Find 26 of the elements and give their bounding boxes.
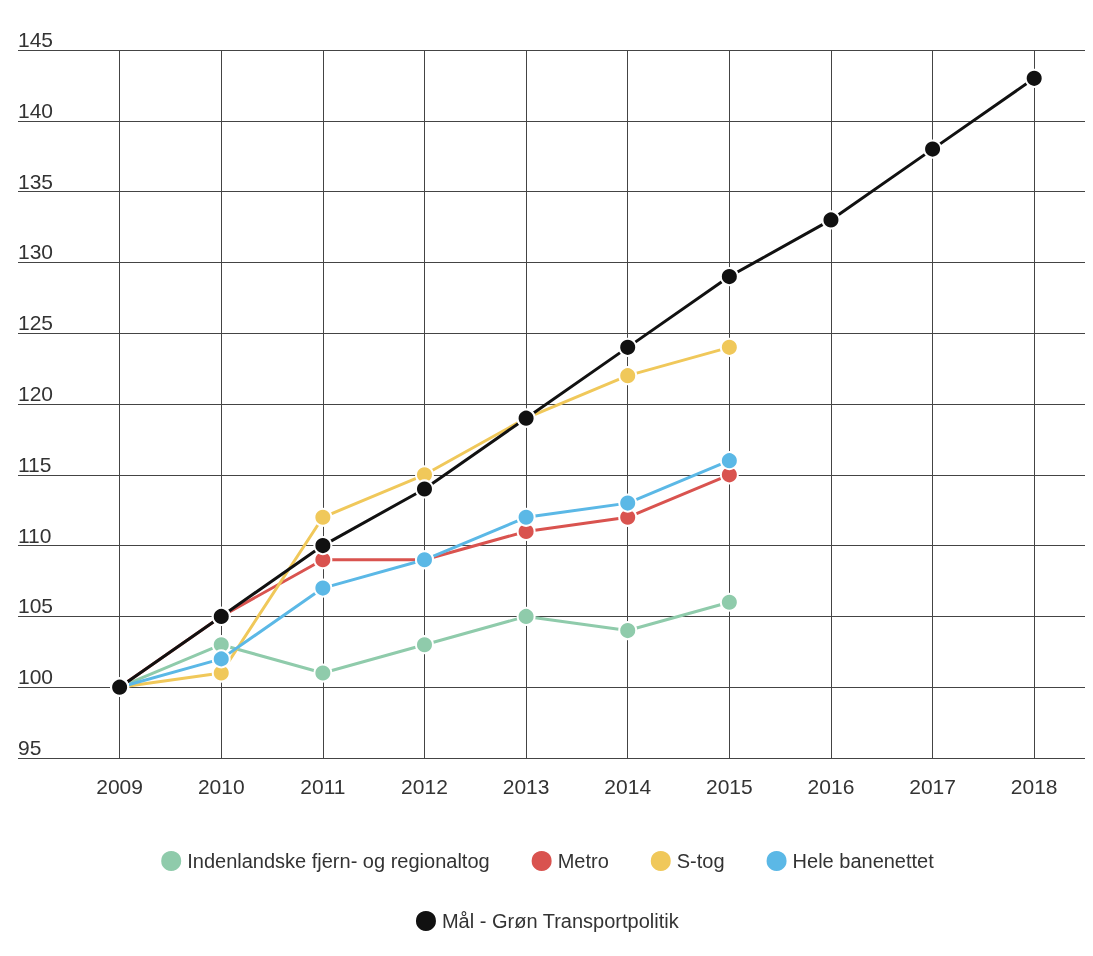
y-tick-label: 135 (18, 169, 54, 193)
x-tick-label: 2018 (1010, 775, 1058, 798)
legend-label: Mål - Grøn Transportpolitik (441, 910, 680, 932)
x-tick-label: 2017 (909, 775, 956, 798)
x-tick-label: 2010 (197, 775, 245, 798)
y-tick-label: 145 (18, 28, 54, 51)
x-tick-label: 2011 (300, 775, 346, 798)
legend-label: Indenlandske fjern- og regionaltog (187, 850, 490, 872)
legend-label: Metro (557, 850, 609, 872)
y-tick-label: 140 (18, 98, 54, 122)
y-tick-label: 125 (18, 311, 54, 335)
legend-label: Hele banenettet (792, 850, 935, 872)
y-tick-label: 100 (18, 665, 54, 689)
x-tick-label: 2016 (807, 775, 855, 798)
y-tick-label: 120 (18, 382, 54, 405)
x-tick-label: 2014 (604, 775, 652, 798)
y-tick-label: 130 (18, 240, 54, 264)
y-tick-label: 110 (18, 523, 52, 547)
x-tick-label: 2015 (705, 775, 753, 798)
legend-label: S-tog (676, 850, 725, 872)
x-tick-label: 2012 (401, 775, 448, 798)
x-tick-label: 2013 (502, 775, 550, 798)
y-tick-label: 105 (18, 594, 54, 618)
x-tick-label: 2009 (96, 775, 143, 798)
y-tick-label: 115 (18, 452, 52, 476)
y-tick-label: 95 (18, 736, 42, 759)
